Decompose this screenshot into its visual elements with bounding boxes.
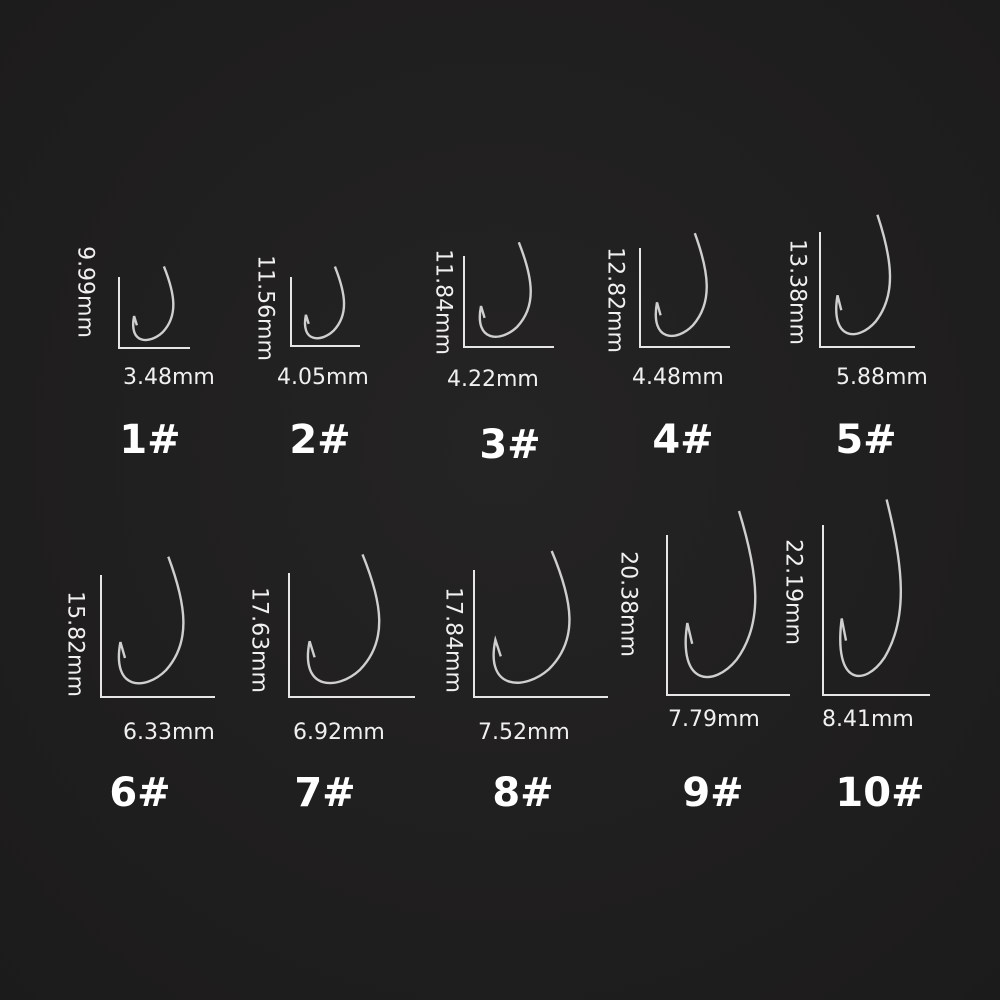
dimension-bracket (639, 248, 730, 348)
hook-width-label: 8.41mm (822, 707, 914, 732)
dimension-bracket (473, 570, 608, 698)
hook-length-label: 15.82mm (62, 591, 88, 697)
hook-width-label: 3.48mm (123, 365, 215, 390)
hook-length-label: 11.84mm (430, 249, 456, 355)
hook-width-label: 6.33mm (123, 720, 215, 745)
hook-size-label: 9# (682, 770, 744, 816)
hook-size-label: 5# (835, 417, 897, 463)
hook-width-label: 5.88mm (836, 365, 928, 390)
hook-9 (666, 510, 790, 696)
hook-length-label: 17.63mm (246, 587, 272, 693)
hook-length-label: 11.56mm (252, 255, 278, 361)
dimension-bracket (288, 573, 415, 698)
hook-length-label: 17.84mm (440, 587, 466, 693)
hook-length-label: 20.38mm (615, 551, 641, 657)
hook-length-label: 22.19mm (780, 539, 806, 645)
dimension-bracket (822, 525, 930, 696)
hook-width-label: 7.52mm (478, 720, 570, 745)
hook-size-label: 8# (492, 770, 554, 816)
hook-width-label: 4.22mm (447, 367, 539, 392)
hook-size-label: 1# (119, 417, 181, 463)
dimension-bracket (290, 277, 360, 347)
dimension-bracket (819, 232, 915, 348)
hook-width-label: 7.79mm (668, 707, 760, 732)
fish-hook-icon (684, 510, 757, 679)
hook-5 (819, 214, 915, 348)
fish-hook-icon (131, 265, 175, 342)
fish-hook-icon (492, 550, 571, 684)
hook-size-label: 2# (289, 417, 351, 463)
hook-length-label: 9.99mm (72, 246, 98, 338)
fish-hook-icon (839, 499, 902, 678)
hook-7 (288, 553, 415, 698)
dimension-bracket (118, 277, 190, 349)
hook-size-label: 10# (835, 770, 925, 816)
hook-4 (639, 232, 730, 348)
hook-1 (118, 265, 190, 349)
fish-hook-icon (478, 241, 532, 338)
hook-width-label: 4.05mm (277, 365, 369, 390)
hook-8 (473, 550, 608, 698)
hook-length-label: 13.38mm (784, 239, 810, 345)
fish-hook-icon (303, 266, 346, 340)
hook-2 (290, 266, 360, 347)
fish-hook-icon (654, 232, 708, 338)
hook-size-label: 7# (294, 770, 356, 816)
hook-width-label: 6.92mm (293, 720, 385, 745)
dimension-bracket (100, 575, 215, 698)
fish-hook-icon (835, 214, 892, 336)
hook-width-label: 4.48mm (632, 365, 724, 390)
dimension-bracket (463, 256, 554, 348)
fish-hook-icon (306, 553, 381, 685)
hook-3 (463, 241, 554, 348)
hook-size-label: 3# (479, 422, 541, 468)
hook-size-label: 4# (652, 417, 714, 463)
hook-10 (822, 499, 930, 696)
hook-size-label: 6# (109, 770, 171, 816)
fish-hook-icon (117, 556, 185, 685)
hook-length-label: 12.82mm (602, 247, 628, 353)
dimension-bracket (666, 535, 790, 696)
hook-6 (100, 556, 215, 698)
